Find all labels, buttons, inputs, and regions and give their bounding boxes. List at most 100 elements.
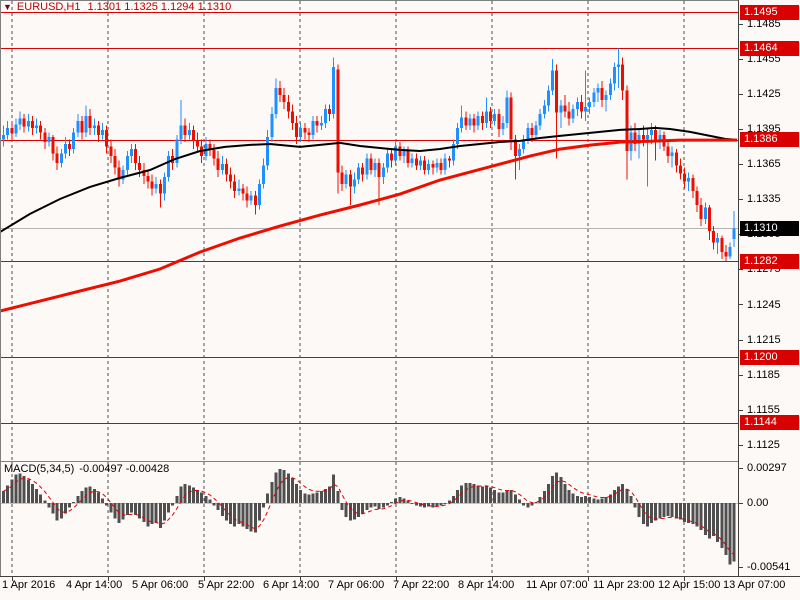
candle-body <box>484 111 488 124</box>
macd-histogram-bar <box>278 468 282 503</box>
candle-body <box>480 116 484 124</box>
macd-histogram-bar <box>245 503 249 529</box>
macd-histogram-bar <box>43 500 47 503</box>
candle-body <box>534 125 538 135</box>
macd-histogram-bar <box>468 482 472 503</box>
candle-body <box>290 111 294 124</box>
macd-histogram-bar <box>262 503 266 508</box>
macd-histogram-bar <box>6 485 10 503</box>
candle-body <box>489 111 493 121</box>
time-axis[interactable]: 1 Apr 2016 4 Apr 14:00 5 Apr 06:00 5 Apr 22… <box>0 577 800 599</box>
macd-histogram-bar <box>456 490 460 503</box>
candle-body <box>691 178 695 192</box>
quick-trade-collapse-icon[interactable]: ▼ <box>3 2 12 12</box>
candle-body <box>229 174 233 182</box>
macd-histogram-bar <box>229 503 233 525</box>
macd-histogram-bar <box>629 495 633 503</box>
macd-histogram-bar <box>534 501 538 503</box>
candle-body <box>394 146 398 161</box>
macd-histogram-bar <box>484 485 488 503</box>
macd-histogram-bar <box>480 486 484 503</box>
candle-body <box>162 176 166 194</box>
macd-histogram-bar <box>72 501 76 503</box>
macd-histogram-bar <box>35 488 39 503</box>
macd-histogram-bar <box>369 503 373 508</box>
macd-histogram-bar <box>435 503 439 507</box>
macd-histogram-bar <box>712 503 716 537</box>
macd-histogram-bar <box>274 472 278 503</box>
candle-body <box>212 150 216 159</box>
macd-histogram-bar <box>146 503 150 527</box>
price-axis-label: 1.1155 <box>747 403 780 416</box>
candle-body <box>146 175 150 182</box>
candle-body <box>707 207 711 231</box>
candle-body <box>55 153 59 163</box>
macd-histogram-bar <box>699 503 703 531</box>
candle-body <box>373 162 377 170</box>
macd-axis-label: -0.00541 <box>747 560 791 573</box>
macd-histogram-bar <box>666 503 670 516</box>
candle-body <box>101 130 105 135</box>
macd-histogram-bar <box>443 503 447 504</box>
macd-histogram-bar <box>373 503 377 507</box>
candle-body <box>88 116 92 128</box>
macd-histogram-bar <box>266 493 270 503</box>
candle-body <box>129 148 133 156</box>
macd-histogram-bar <box>394 498 398 503</box>
macd-histogram-bar <box>555 472 559 503</box>
time-axis-label: 13 Apr 07:00 <box>723 579 786 591</box>
candle-body <box>278 88 282 96</box>
candle-body <box>125 155 129 170</box>
macd-histogram-bar <box>129 503 133 513</box>
macd-histogram-bar <box>501 492 505 503</box>
macd-histogram-bar <box>497 492 501 503</box>
price-axis-label: 1.1395 <box>747 123 781 135</box>
candle-body <box>307 132 311 135</box>
macd-name: MACD(5,34,5) <box>4 463 75 475</box>
candle-body <box>138 162 142 170</box>
macd-histogram-bar <box>142 503 146 522</box>
candle-body <box>658 134 662 140</box>
candle-body <box>257 183 261 206</box>
candle-body <box>575 102 579 110</box>
candle-body <box>650 130 654 135</box>
candle-body <box>617 64 621 67</box>
macd-histogram-bar <box>645 503 649 527</box>
macd-histogram-bar <box>720 503 724 548</box>
macd-histogram-bar <box>154 503 158 524</box>
candle-body <box>381 167 385 177</box>
candle-body <box>72 132 76 149</box>
candle-body <box>608 83 612 96</box>
macd-histogram-bar <box>125 503 129 515</box>
candle-body <box>546 90 550 106</box>
candle-body <box>443 158 447 170</box>
macd-histogram-bar <box>505 491 509 503</box>
macd-histogram-bar <box>431 503 435 508</box>
macd-histogram-bar <box>76 495 80 503</box>
candle-body <box>410 158 414 163</box>
candle-body <box>216 158 220 170</box>
macd-histogram-bar <box>361 503 365 514</box>
macd-histogram-bar <box>80 491 84 503</box>
candle-body <box>340 172 344 184</box>
candle-body <box>315 120 319 126</box>
price-axis[interactable]: 1.1485 1.1455 1.1425 1.1395 1.1365 1.1335 1.13… <box>739 0 800 600</box>
macd-histogram-bar <box>63 503 67 514</box>
candle-body <box>612 66 616 84</box>
macd-histogram-bar <box>295 484 299 503</box>
macd-histogram-bar <box>707 503 711 539</box>
macd-histogram-bar <box>96 492 100 503</box>
macd-histogram-bar <box>687 503 691 524</box>
candle-body <box>439 162 443 170</box>
macd-histogram-bar <box>344 503 348 518</box>
macd-histogram-bar <box>179 486 183 503</box>
candle-body <box>134 148 138 163</box>
macd-histogram-bar <box>336 491 340 503</box>
candle-body <box>402 151 406 156</box>
candle-body <box>683 173 687 182</box>
candle-body <box>641 134 645 140</box>
candle-body <box>208 144 212 151</box>
time-axis-label: 6 Apr 14:00 <box>263 579 320 591</box>
macd-histogram-bar <box>224 503 228 521</box>
